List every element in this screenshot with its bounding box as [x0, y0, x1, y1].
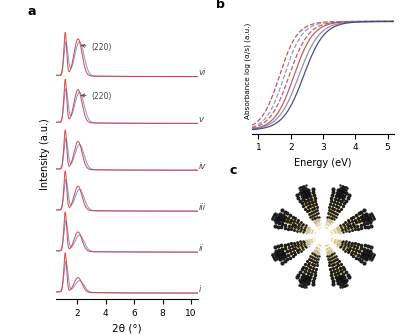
X-axis label: Energy (eV): Energy (eV)	[294, 158, 352, 168]
Text: v: v	[199, 115, 204, 124]
Text: (220): (220)	[82, 43, 112, 52]
Circle shape	[320, 234, 326, 239]
Text: c: c	[229, 164, 236, 177]
Text: b: b	[216, 0, 225, 11]
Circle shape	[318, 231, 328, 241]
Text: i: i	[199, 285, 201, 294]
Text: a: a	[28, 5, 36, 18]
Text: (220): (220)	[82, 92, 112, 101]
X-axis label: 2θ (°): 2θ (°)	[112, 323, 142, 333]
Text: ii: ii	[199, 244, 204, 253]
Y-axis label: Intensity (a.u.): Intensity (a.u.)	[40, 118, 50, 189]
Circle shape	[314, 227, 332, 245]
Text: iii: iii	[199, 203, 206, 212]
Text: iv: iv	[199, 162, 206, 171]
Y-axis label: Absorbance log (α/s) (a.u.): Absorbance log (α/s) (a.u.)	[244, 23, 250, 119]
Circle shape	[310, 224, 336, 249]
Text: vi: vi	[199, 68, 206, 77]
